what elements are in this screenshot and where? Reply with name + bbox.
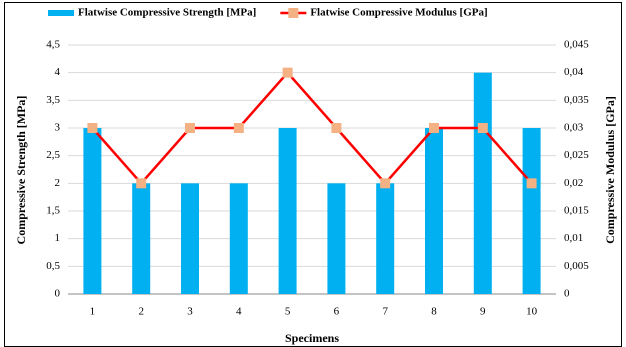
bar — [181, 183, 199, 294]
y-axis-label: Compressive Strength [MPa] — [14, 96, 28, 245]
yticks-label: 2,5 — [46, 149, 60, 161]
legend-swatch — [288, 8, 299, 18]
y2ticks-label: 0,01 — [564, 232, 583, 244]
marker — [429, 123, 439, 133]
y2ticks-label: 0,015 — [564, 205, 589, 217]
bar — [473, 72, 492, 295]
legend-swatch — [48, 10, 74, 16]
x-tick-label: 4 — [236, 306, 242, 318]
x-tick-label: 6 — [334, 306, 340, 318]
bar — [132, 183, 151, 294]
x-axis-label: Specimens — [285, 331, 339, 345]
bar — [522, 128, 541, 294]
marker — [380, 178, 391, 189]
marker — [87, 123, 98, 133]
y2ticks-label: 0,035 — [564, 94, 589, 106]
y2ticks-label: 0,03 — [564, 122, 584, 134]
y2ticks-label: 0 — [564, 288, 570, 300]
x-tick-label: 10 — [526, 306, 538, 318]
yticks-label: 1,5 — [46, 205, 60, 217]
marker — [282, 67, 293, 78]
bar — [425, 128, 443, 294]
marker — [526, 178, 537, 189]
legend-label: Flatwise Compressive Strength [MPa] — [78, 7, 256, 19]
line — [91, 70, 533, 186]
x-tick-label: 3 — [187, 306, 193, 318]
legend-label: Flatwise Compressive Modulus [GPa] — [310, 7, 487, 19]
x-tick-label: 7 — [382, 306, 388, 318]
bar — [327, 183, 346, 294]
marker — [331, 123, 342, 133]
y2ticks-label: 0,04 — [564, 66, 584, 78]
x-tick-label: 5 — [285, 306, 291, 318]
x-tick-label: 2 — [138, 306, 144, 318]
x-tick-label: 9 — [480, 306, 486, 318]
marker — [136, 178, 147, 189]
marker — [185, 123, 195, 133]
y2-axis-label: Compressive Modulus [GPa] — [603, 96, 617, 244]
bar — [83, 128, 102, 294]
y2ticks-label: 0,025 — [564, 149, 589, 161]
bar — [376, 183, 395, 294]
x-tick-label: 1 — [90, 306, 96, 318]
yticks-label: 0,5 — [46, 260, 60, 272]
x-tick-label: 8 — [431, 306, 437, 318]
yticks-label: 3 — [55, 122, 61, 134]
marker — [477, 123, 488, 133]
yticks-label: 0 — [55, 288, 61, 300]
bar — [229, 183, 248, 294]
y2ticks-label: 0,005 — [564, 260, 589, 272]
marker — [233, 123, 244, 133]
yticks-label: 1 — [55, 232, 61, 244]
yticks-label: 3,5 — [46, 94, 60, 106]
y2ticks-label: 0,02 — [564, 177, 583, 189]
yticks-label: 4 — [55, 66, 61, 78]
y2ticks-label: 0,045 — [564, 39, 589, 51]
yticks-label: 2 — [55, 177, 61, 189]
bar — [278, 128, 297, 294]
yticks-label: 4,5 — [46, 39, 60, 51]
